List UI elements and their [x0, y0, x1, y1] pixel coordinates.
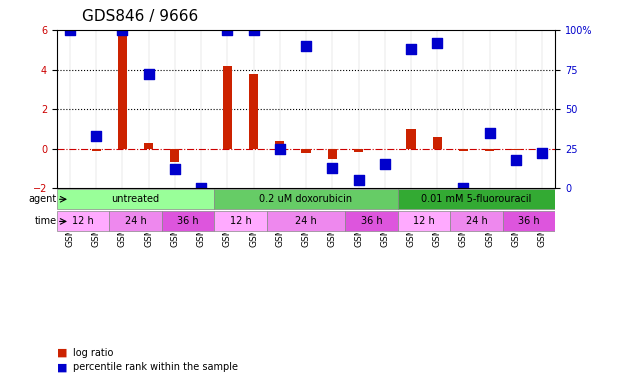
Point	[170, 166, 180, 172]
Text: 0.2 uM doxorubicin: 0.2 uM doxorubicin	[259, 194, 353, 204]
Bar	[302, 148, 310, 153]
Point	[301, 43, 311, 49]
Text: time: time	[35, 216, 57, 226]
Point	[511, 157, 521, 163]
Point	[144, 71, 154, 77]
FancyBboxPatch shape	[162, 211, 214, 231]
Bar	[91, 148, 101, 151]
Text: 36 h: 36 h	[177, 216, 199, 226]
FancyBboxPatch shape	[451, 211, 503, 231]
FancyBboxPatch shape	[398, 189, 555, 209]
Point	[327, 165, 338, 171]
Text: 36 h: 36 h	[518, 216, 540, 226]
FancyBboxPatch shape	[503, 211, 555, 231]
FancyBboxPatch shape	[214, 211, 267, 231]
Bar	[118, 32, 127, 148]
Text: ■: ■	[57, 348, 68, 357]
Text: 36 h: 36 h	[361, 216, 382, 226]
Bar	[354, 148, 363, 152]
FancyBboxPatch shape	[109, 211, 162, 231]
FancyBboxPatch shape	[57, 189, 214, 209]
Text: 12 h: 12 h	[230, 216, 251, 226]
Text: 24 h: 24 h	[295, 216, 317, 226]
Point	[274, 146, 285, 152]
Point	[65, 27, 75, 33]
Bar	[275, 141, 285, 148]
Point	[222, 27, 232, 33]
Bar	[170, 148, 179, 162]
Point	[353, 177, 363, 183]
Point	[432, 40, 442, 46]
Point	[91, 133, 101, 139]
Text: percentile rank within the sample: percentile rank within the sample	[73, 363, 237, 372]
Point	[380, 162, 390, 168]
Text: 24 h: 24 h	[125, 216, 146, 226]
Text: 12 h: 12 h	[72, 216, 94, 226]
Point	[458, 185, 468, 191]
FancyBboxPatch shape	[57, 211, 109, 231]
Text: log ratio: log ratio	[73, 348, 113, 357]
Bar	[459, 148, 468, 151]
Text: agent: agent	[28, 194, 57, 204]
Bar	[485, 148, 494, 151]
Bar	[327, 148, 337, 159]
Bar	[144, 143, 153, 148]
Bar	[223, 66, 232, 148]
Point	[485, 130, 495, 136]
Point	[406, 46, 416, 52]
FancyBboxPatch shape	[345, 211, 398, 231]
Bar	[511, 148, 521, 150]
Point	[196, 185, 206, 191]
Text: 24 h: 24 h	[466, 216, 487, 226]
Text: untreated: untreated	[112, 194, 160, 204]
Point	[249, 27, 259, 33]
Text: 0.01 mM 5-fluorouracil: 0.01 mM 5-fluorouracil	[422, 194, 532, 204]
Text: 12 h: 12 h	[413, 216, 435, 226]
Point	[117, 27, 127, 33]
Bar	[249, 74, 258, 148]
FancyBboxPatch shape	[214, 189, 398, 209]
Text: ■: ■	[57, 363, 68, 372]
FancyBboxPatch shape	[267, 211, 345, 231]
FancyBboxPatch shape	[398, 211, 451, 231]
Bar	[433, 137, 442, 148]
Text: GDS846 / 9666: GDS846 / 9666	[82, 9, 198, 24]
Point	[537, 150, 547, 156]
Bar	[406, 129, 416, 149]
